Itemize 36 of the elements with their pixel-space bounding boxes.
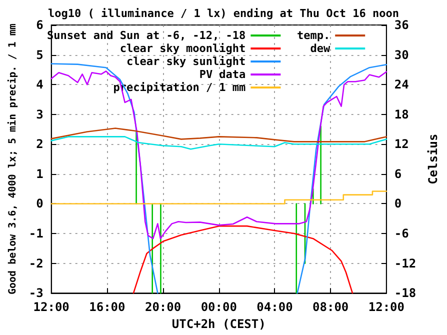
x-tick-label: 08:00 [312, 300, 349, 314]
y2-tick-label: -12 [394, 256, 416, 270]
y-tick-label: 5 [36, 48, 44, 62]
x-tick-label: 04:00 [256, 300, 293, 314]
y2-tick-label: 30 [394, 48, 409, 62]
x-tick-label: 16:00 [89, 300, 126, 314]
legend-label: clear sky moonlight [120, 42, 246, 55]
y-tick-label: 6 [36, 18, 44, 32]
y-tick-label: 2 [36, 137, 44, 152]
y-tick-label: 0 [36, 196, 44, 211]
x-tick-label: 20:00 [144, 300, 182, 314]
y2-axis-title: Celsius [426, 134, 440, 184]
y-tick-label: 3 [36, 107, 44, 122]
legend-label: PV data [199, 68, 246, 81]
y2-tick-label: 18 [394, 107, 409, 122]
y2-tick-label: 0 [394, 196, 402, 211]
y2-tick-label: -18 [394, 286, 416, 300]
y-tick-label: -3 [28, 286, 44, 300]
x-tick-label: 12:00 [368, 300, 404, 314]
legend-label: dew [310, 42, 330, 55]
y2-tick-label: -6 [394, 226, 409, 241]
x-axis-title: UTC+2h (CEST) [172, 317, 266, 331]
legend-label: clear sky sunlight [126, 55, 246, 68]
legend-label: temp. [296, 29, 330, 42]
y2-tick-label: 36 [394, 18, 409, 32]
y-tick-label: -1 [28, 226, 44, 241]
y-tick-label: 4 [36, 78, 44, 92]
y2-tick-label: 24 [394, 78, 409, 92]
y-tick-label: -2 [28, 256, 44, 270]
y2-tick-label: 6 [394, 166, 402, 181]
chart-title: log10 ( illuminance / 1 lx) ending at Thu Oct 16 noon [48, 7, 399, 20]
x-tick-label: 00:00 [200, 300, 237, 314]
y2-tick-label: 12 [394, 137, 409, 152]
x-tick-label: 12:00 [33, 300, 70, 314]
y-axis-title: Good below 3.6, 4000 lx; 5 min precip. / 1 mm [6, 24, 18, 295]
y-tick-label: 1 [36, 166, 44, 181]
